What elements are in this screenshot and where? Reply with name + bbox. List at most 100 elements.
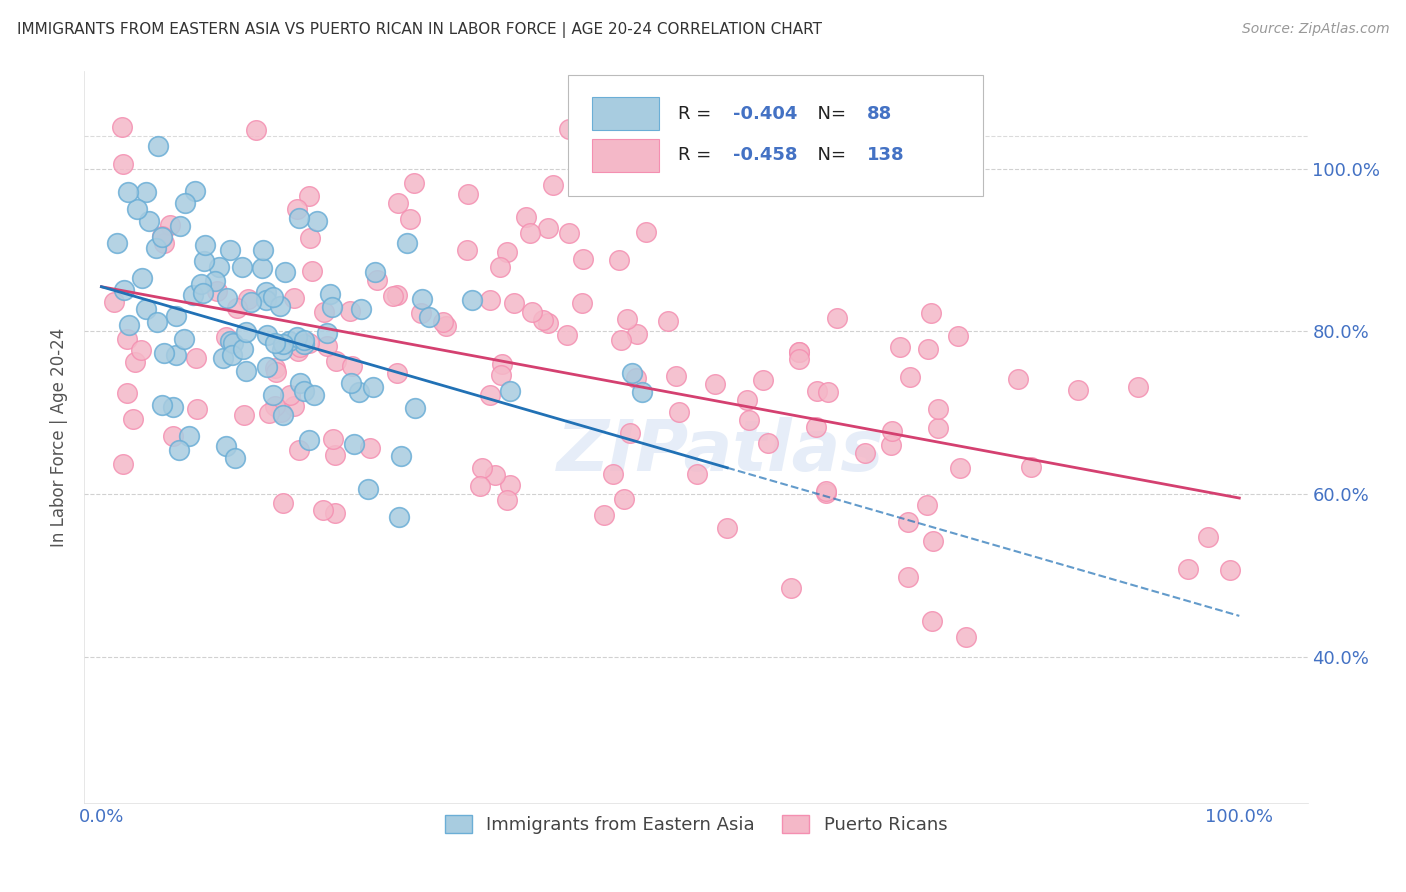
Point [325, 506, 347, 520]
Point [325, 353, 347, 368]
Point [217, 291, 239, 305]
Point [283, 291, 305, 305]
Point [233, 409, 256, 423]
Point [221, 347, 243, 361]
Point [184, 351, 207, 366]
Point [167, 442, 190, 457]
Point [118, 318, 141, 332]
Point [503, 295, 526, 310]
Point [432, 315, 454, 329]
Point [806, 384, 828, 398]
Point [298, 434, 321, 448]
Point [252, 244, 274, 258]
Point [211, 351, 233, 365]
Point [626, 327, 648, 342]
Point [955, 630, 977, 644]
Point [204, 274, 226, 288]
Point [285, 330, 308, 344]
Point [1177, 562, 1199, 576]
Point [181, 288, 204, 302]
Point [624, 371, 647, 385]
Point [387, 366, 409, 380]
Point [219, 334, 242, 348]
Point [288, 376, 311, 390]
Point [457, 186, 479, 201]
Point [262, 387, 284, 401]
Point [631, 384, 654, 399]
Point [292, 334, 315, 348]
Point [105, 235, 128, 250]
Point [541, 178, 564, 192]
Point [515, 210, 537, 224]
Point [190, 277, 212, 291]
Point [235, 364, 257, 378]
Point [219, 244, 242, 258]
Point [882, 425, 904, 439]
Point [270, 405, 292, 419]
Point [385, 288, 408, 302]
Point [316, 326, 339, 340]
Text: 138: 138 [868, 146, 905, 164]
Point [387, 196, 409, 211]
Point [193, 285, 215, 300]
Point [174, 195, 197, 210]
Point [153, 346, 176, 360]
Point [686, 467, 709, 481]
Point [1126, 380, 1149, 394]
Point [312, 305, 335, 319]
Point [254, 293, 277, 308]
Point [948, 329, 970, 343]
Point [496, 245, 519, 260]
Point [288, 211, 311, 226]
Point [292, 384, 315, 399]
Point [479, 293, 502, 307]
Point [146, 139, 169, 153]
Point [593, 508, 616, 523]
Point [1067, 383, 1090, 397]
Point [921, 614, 943, 628]
Point [312, 503, 335, 517]
Point [489, 260, 512, 275]
Point [897, 570, 920, 584]
Point [150, 398, 173, 412]
Point [270, 343, 292, 357]
Point [1007, 372, 1029, 386]
Point [347, 385, 370, 400]
Point [752, 373, 775, 387]
Point [135, 301, 157, 316]
Point [259, 406, 281, 420]
Point [153, 235, 176, 250]
Point [131, 343, 153, 357]
Text: -0.404: -0.404 [733, 104, 797, 123]
Point [388, 510, 411, 524]
Point [112, 157, 135, 171]
Point [411, 306, 433, 320]
Point [787, 345, 810, 359]
Point [519, 227, 541, 241]
Point [112, 283, 135, 297]
Point [115, 332, 138, 346]
Point [315, 339, 337, 353]
Point [254, 285, 277, 299]
Point [613, 491, 636, 506]
Bar [592, 97, 659, 130]
Point [636, 225, 658, 239]
Point [263, 335, 285, 350]
Point [949, 461, 972, 475]
Point [121, 412, 143, 426]
Point [399, 212, 422, 227]
Point [111, 120, 134, 134]
Point [787, 344, 810, 359]
Point [222, 336, 245, 351]
Point [814, 483, 837, 498]
Point [434, 318, 457, 333]
Point [619, 426, 641, 441]
Point [263, 399, 285, 413]
Point [264, 365, 287, 379]
Point [804, 419, 827, 434]
Point [920, 306, 942, 320]
Point [1019, 459, 1042, 474]
Text: N=: N= [806, 104, 852, 123]
Point [572, 252, 595, 267]
Point [298, 189, 321, 203]
